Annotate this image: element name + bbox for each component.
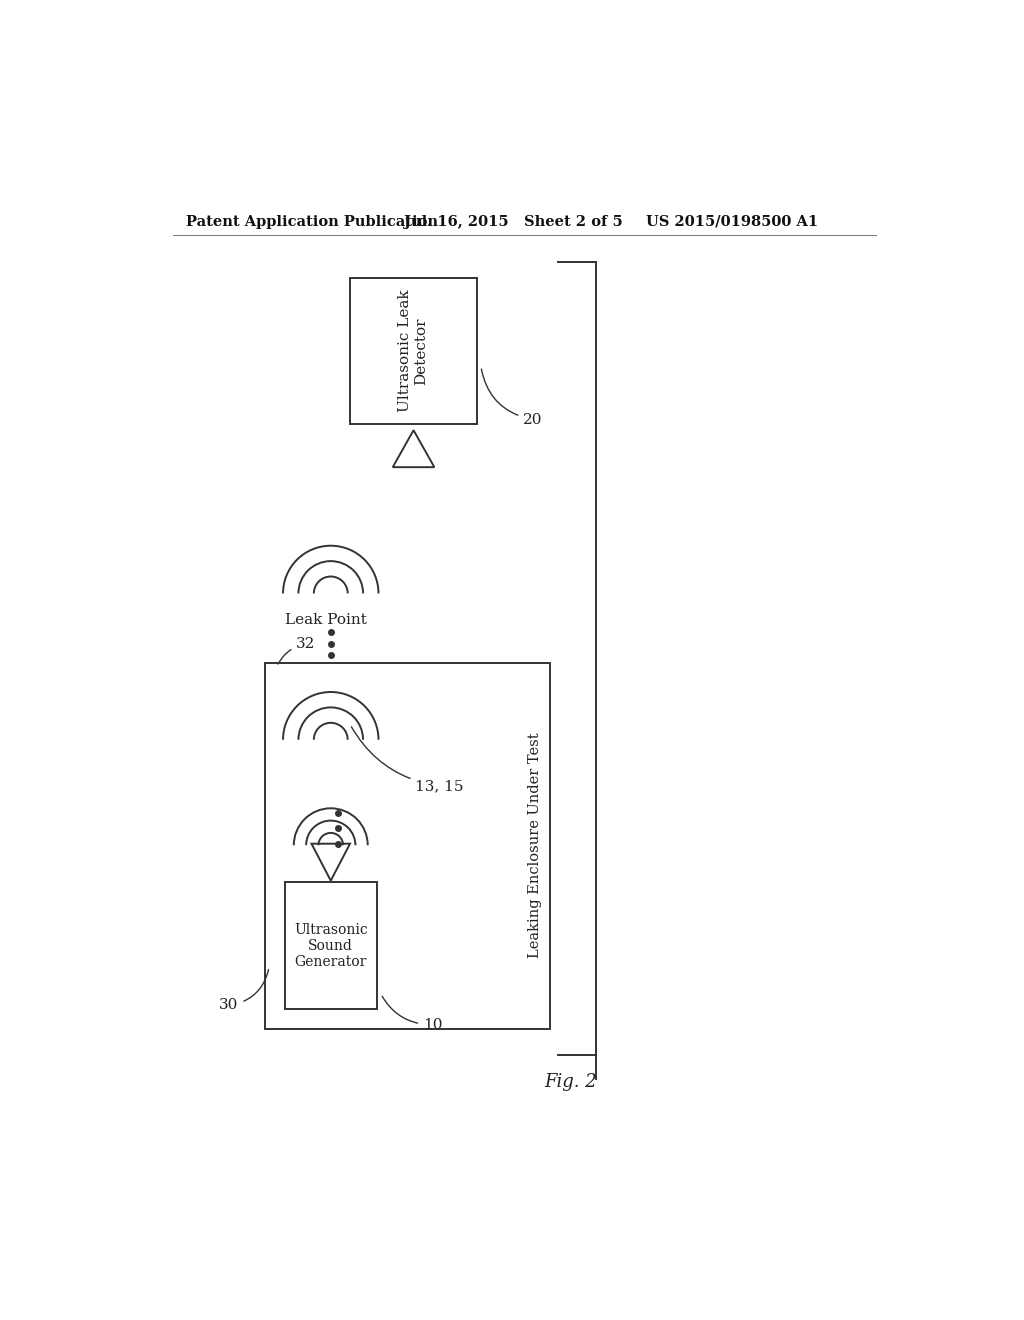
Bar — [285, 882, 377, 1010]
Bar — [265, 663, 550, 1028]
Bar — [350, 277, 477, 424]
Text: Ultrasonic
Sound
Generator: Ultrasonic Sound Generator — [294, 923, 368, 969]
Text: Leaking Enclosure Under Test: Leaking Enclosure Under Test — [527, 733, 542, 958]
Polygon shape — [393, 430, 434, 467]
Text: Leak Point: Leak Point — [285, 614, 367, 627]
Text: US 2015/0198500 A1: US 2015/0198500 A1 — [646, 215, 818, 228]
Text: Fig. 2: Fig. 2 — [545, 1073, 597, 1092]
Text: Jul. 16, 2015   Sheet 2 of 5: Jul. 16, 2015 Sheet 2 of 5 — [403, 215, 623, 228]
Text: Ultrasonic Leak
Detector: Ultrasonic Leak Detector — [398, 289, 429, 412]
Text: 30: 30 — [219, 970, 268, 1012]
Text: 10: 10 — [382, 997, 442, 1032]
Text: Patent Application Publication: Patent Application Publication — [186, 215, 438, 228]
Text: 13, 15: 13, 15 — [351, 727, 464, 793]
Text: 20: 20 — [481, 370, 543, 426]
Polygon shape — [311, 843, 350, 880]
Text: 32: 32 — [279, 636, 315, 664]
